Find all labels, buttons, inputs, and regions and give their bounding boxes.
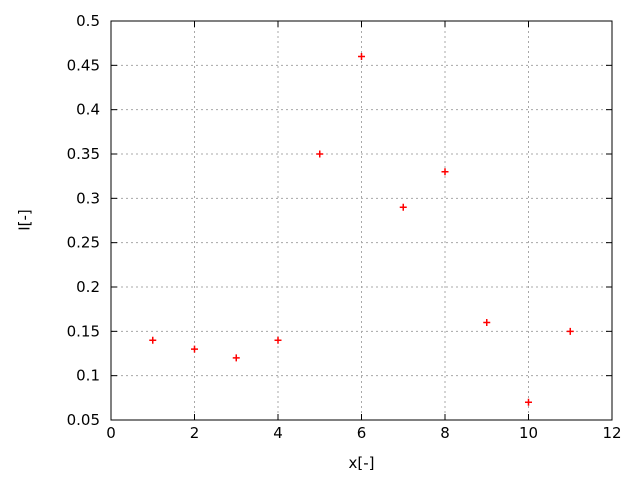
y-tick-label: 0.4	[76, 101, 100, 119]
data-point	[483, 318, 491, 326]
x-tick-label: 2	[190, 424, 200, 442]
x-tick-label: 0	[106, 424, 116, 442]
y-tick-label: 0.2	[76, 278, 100, 296]
data-point	[191, 345, 198, 353]
y-tick-label: 0.15	[67, 322, 100, 340]
x-axis-label: x[-]	[348, 454, 375, 472]
y-tick-label: 0.35	[67, 145, 100, 163]
y-tick-label: 0.45	[67, 56, 100, 74]
y-tick-label: 0.5	[76, 12, 100, 30]
data-point	[566, 327, 574, 335]
x-tick-label: 4	[273, 424, 283, 442]
y-tick-label: 0.1	[76, 367, 100, 385]
x-tick-label: 6	[357, 424, 367, 442]
y-tick-label: 0.25	[67, 234, 100, 252]
y-tick-label: 0.3	[76, 189, 100, 207]
data-point	[274, 336, 282, 344]
data-point	[441, 168, 449, 176]
y-tick-label: 0.05	[67, 411, 100, 429]
y-axis-label: I[-]	[15, 209, 34, 231]
data-point	[399, 203, 407, 211]
data-point	[232, 354, 240, 362]
x-tick-label: 10	[519, 424, 538, 442]
data-point	[149, 336, 157, 344]
plot-border	[110, 20, 613, 421]
data-point	[316, 150, 324, 158]
data-point	[525, 398, 532, 406]
x-tick-label: 8	[440, 424, 450, 442]
data-point	[358, 52, 365, 60]
x-tick-label: 12	[602, 424, 621, 442]
